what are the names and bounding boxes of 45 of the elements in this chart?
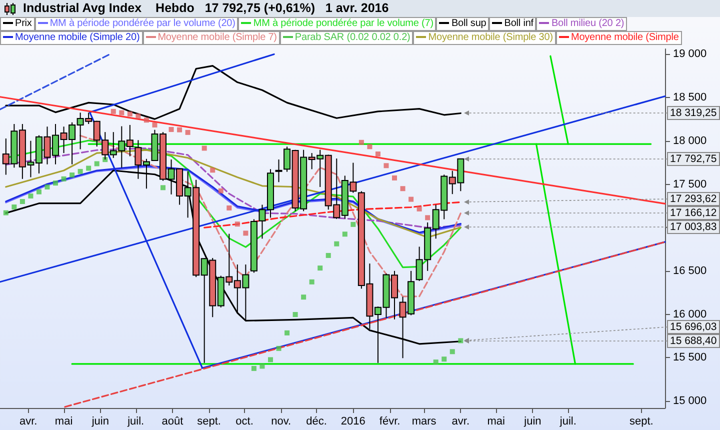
x-tick-label: juin	[90, 416, 109, 428]
legend-label: MM à période pondérée par le volume (20)	[50, 18, 236, 29]
x-tick-label: mars	[412, 416, 437, 428]
legend-label: Parab SAR (0.02 0.02 0.2)	[294, 32, 410, 43]
legend-label: Boll milieu (20 2)	[551, 18, 624, 29]
x-tick-label: juil.	[126, 416, 144, 428]
x-tick-label: avr.	[19, 416, 38, 428]
legend-label: Moyenne mobile (Simple 30)	[428, 32, 553, 43]
legend-label: Moyenne mobile (Simple	[570, 32, 679, 43]
y-tick-label: 17 500	[673, 178, 707, 190]
annotation: 15 696,03	[667, 320, 720, 334]
legend-label: Moyenne mobile (Simple 20)	[15, 32, 140, 43]
legend-label: Prix	[15, 18, 32, 29]
y-tick-label: 18 000	[673, 134, 707, 147]
x-tick-label: avr.	[452, 416, 470, 428]
x-tick-label: juin	[523, 416, 542, 428]
x-tick-label: juil.	[558, 416, 576, 428]
chart-title: Industrial Avg Index	[23, 0, 142, 17]
y-tick-label: 15 000	[673, 395, 707, 408]
y-tick-label: 18 500	[673, 92, 707, 104]
annotation: 17 792,75	[667, 152, 720, 166]
legend-label: Boll sup	[451, 18, 486, 29]
x-tick-label: sept.	[197, 416, 221, 428]
x-tick-label: 2016	[340, 416, 366, 428]
legend-label: Boll inf	[504, 18, 534, 29]
annotation: 17 166,12	[667, 206, 720, 220]
y-tick-label: 16 000	[673, 308, 707, 320]
x-tick-label: mai	[487, 416, 505, 428]
x-tick-label: mai	[54, 416, 73, 428]
x-tick-label: août	[162, 416, 184, 428]
legend-label: MM à période pondérée par le volume (7)	[253, 18, 434, 29]
annotation: 17 003,83	[667, 220, 720, 234]
x-tick-label: nov.	[271, 416, 292, 428]
legend-label: Moyenne mobile (Simple 7)	[158, 32, 277, 43]
x-tick-label: déc.	[306, 416, 327, 428]
annotation: 17 293,62	[667, 192, 720, 206]
annotation: 15 688,40	[667, 334, 720, 348]
x-tick-label: sept.	[629, 416, 654, 428]
y-tick-label: 19 000	[673, 48, 707, 60]
y-tick-label: 15 500	[673, 352, 707, 364]
x-tick-label: oct.	[236, 416, 254, 428]
y-tick-label: 16 500	[673, 264, 707, 277]
x-tick-label: févr.	[379, 416, 400, 428]
annotation: 18 319,25	[667, 106, 720, 120]
chart-subtitle: Hebdo 17 792,75 (+0,61%) 1 avr. 2016	[156, 0, 389, 17]
